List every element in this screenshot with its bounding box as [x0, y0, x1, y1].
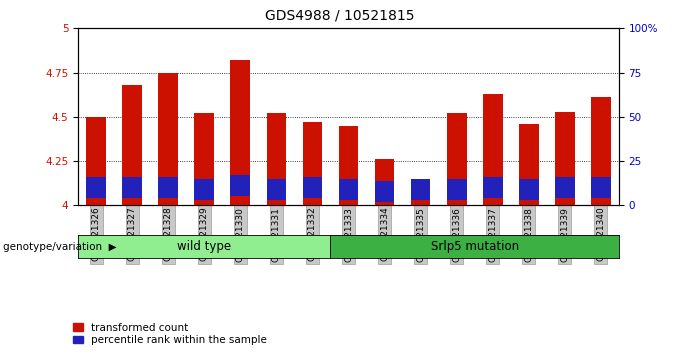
Bar [411, 188, 430, 205]
Bar [122, 85, 142, 205]
Bar [411, 179, 430, 200]
Bar [591, 177, 611, 198]
Bar [231, 60, 250, 205]
Bar [339, 179, 358, 200]
Bar [267, 179, 286, 200]
Text: Srlp5 mutation: Srlp5 mutation [430, 240, 519, 253]
Bar [158, 73, 178, 205]
Bar [158, 177, 178, 198]
Bar [194, 179, 214, 200]
Bar [447, 113, 466, 205]
Bar [122, 177, 142, 198]
Bar [86, 177, 106, 198]
Bar [555, 177, 575, 198]
Bar [591, 97, 611, 205]
Bar [519, 124, 539, 205]
Text: wild type: wild type [177, 240, 231, 253]
Bar [194, 113, 214, 205]
Bar [483, 94, 503, 205]
Bar [339, 126, 358, 205]
Bar [519, 179, 539, 200]
Text: genotype/variation  ▶: genotype/variation ▶ [3, 242, 117, 252]
Legend: transformed count, percentile rank within the sample: transformed count, percentile rank withi… [73, 322, 267, 345]
Bar [231, 175, 250, 196]
Bar [303, 177, 322, 198]
Bar [483, 177, 503, 198]
Bar [375, 159, 394, 205]
Bar [86, 117, 106, 205]
Bar [555, 112, 575, 205]
Bar [267, 113, 286, 205]
Bar [303, 122, 322, 205]
Bar [375, 181, 394, 202]
Bar [447, 179, 466, 200]
Text: GDS4988 / 10521815: GDS4988 / 10521815 [265, 9, 415, 23]
